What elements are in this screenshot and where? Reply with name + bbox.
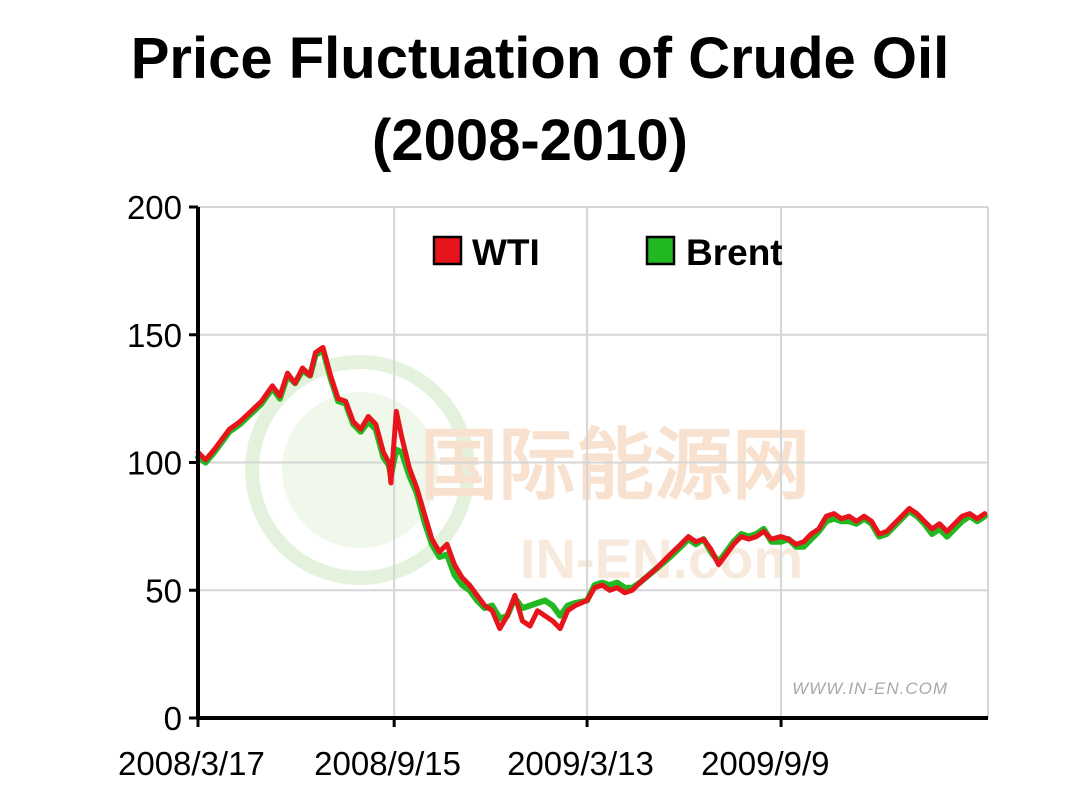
series-line-wti [195,345,988,632]
legend-label-wti: WTI [472,232,540,273]
x-tick-label: 2009/9/9 [701,745,829,782]
chart-title-line2: (2008-2010) [372,108,688,173]
legend: WTI Brent [432,232,783,273]
legend-label-brent: Brent [686,232,783,273]
watermark-chinese: 国际能源网 [420,421,810,509]
axes [189,205,988,727]
chart-title-line1: Price Fluctuation of Crude Oil [130,26,950,91]
x-tick-label: 2008/9/15 [314,745,461,782]
y-tick-label: 200 [127,189,182,226]
y-tick-label: 100 [127,445,182,482]
legend-swatch-brent [645,235,676,266]
x-tick-label: 2008/3/17 [118,745,265,782]
watermark-globe-icon [245,355,475,585]
y-tick-label: 50 [145,572,182,609]
legend-swatch-wti [432,235,463,266]
y-tick-label: 150 [127,317,182,354]
grid-lines [198,206,989,718]
x-tick-label: 2009/3/13 [507,745,654,782]
y-tick-label: 0 [164,700,182,737]
tick-labels: 0 50 100 150 200 2008/3/17 2008/9/15 2009/3/13 2… [118,189,830,782]
series-lines [195,345,988,632]
watermark-url: WWW.IN-EN.COM [792,679,948,698]
